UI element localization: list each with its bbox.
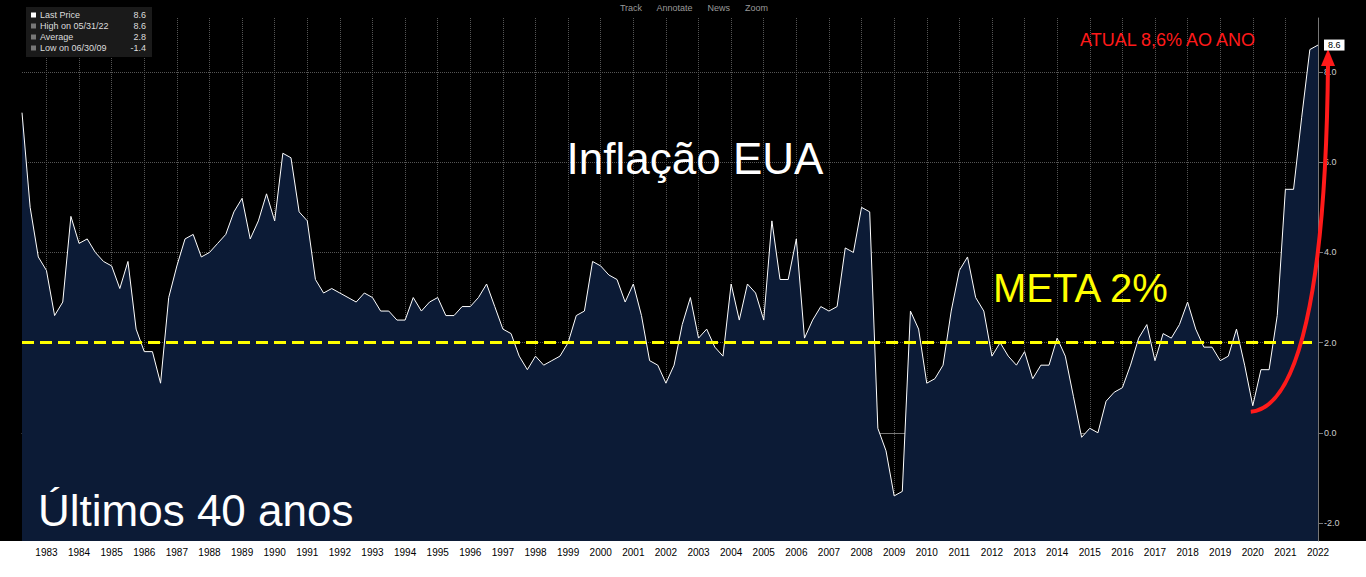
svg-text:2017: 2017 <box>1144 547 1167 558</box>
svg-text:2016: 2016 <box>1111 547 1134 558</box>
svg-text:Inflação EUA: Inflação EUA <box>567 134 824 183</box>
svg-text:2010: 2010 <box>916 547 939 558</box>
svg-text:Low on 06/30/09: Low on 06/30/09 <box>40 43 107 53</box>
svg-text:Average: Average <box>40 32 73 42</box>
svg-text:6.0: 6.0 <box>1324 157 1337 168</box>
svg-text:ATUAL 8,6% AO ANO: ATUAL 8,6% AO ANO <box>1080 30 1255 50</box>
svg-text:2007: 2007 <box>818 547 841 558</box>
svg-text:Últimos 40 anos: Últimos 40 anos <box>38 486 353 535</box>
svg-text:8.0: 8.0 <box>1324 67 1337 78</box>
svg-text:META 2%: META 2% <box>993 266 1168 310</box>
svg-text:2009: 2009 <box>883 547 906 558</box>
svg-text:8.6: 8.6 <box>1328 40 1341 50</box>
svg-text:2018: 2018 <box>1176 547 1199 558</box>
svg-text:2012: 2012 <box>981 547 1004 558</box>
svg-text:1995: 1995 <box>427 547 450 558</box>
svg-text:2001: 2001 <box>622 547 645 558</box>
svg-text:2021: 2021 <box>1274 547 1297 558</box>
svg-text:1984: 1984 <box>68 547 91 558</box>
svg-text:2015: 2015 <box>1079 547 1102 558</box>
svg-text:1998: 1998 <box>524 547 547 558</box>
svg-text:1989: 1989 <box>231 547 254 558</box>
svg-text:2004: 2004 <box>720 547 743 558</box>
svg-text:2019: 2019 <box>1209 547 1232 558</box>
svg-text:1993: 1993 <box>361 547 384 558</box>
svg-text:Track Annotate News: Track Annotate News Zoom <box>620 3 768 13</box>
svg-text:2002: 2002 <box>655 547 678 558</box>
svg-text:2008: 2008 <box>850 547 873 558</box>
svg-text:2006: 2006 <box>785 547 808 558</box>
svg-text:1988: 1988 <box>198 547 221 558</box>
svg-text:High on 05/31/22: High on 05/31/22 <box>40 21 109 31</box>
svg-text:Last Price: Last Price <box>40 10 80 20</box>
svg-text:1991: 1991 <box>296 547 319 558</box>
svg-text:2003: 2003 <box>687 547 710 558</box>
svg-text:2.8: 2.8 <box>133 32 146 42</box>
svg-text:2000: 2000 <box>590 547 613 558</box>
svg-text:2020: 2020 <box>1242 547 1265 558</box>
svg-text:2013: 2013 <box>1013 547 1036 558</box>
svg-text:1990: 1990 <box>264 547 287 558</box>
svg-text:2011: 2011 <box>949 547 971 558</box>
svg-text:1985: 1985 <box>101 547 124 558</box>
svg-text:4.0: 4.0 <box>1324 247 1337 257</box>
svg-text:1986: 1986 <box>133 547 156 558</box>
svg-text:1983: 1983 <box>35 547 58 558</box>
svg-text:2.0: 2.0 <box>1324 338 1337 348</box>
svg-text:-1.4: -1.4 <box>130 43 146 53</box>
svg-text:1997: 1997 <box>492 547 515 558</box>
svg-text:8.6: 8.6 <box>133 10 146 20</box>
svg-text:1999: 1999 <box>557 547 580 558</box>
svg-text:1996: 1996 <box>459 547 482 558</box>
svg-text:2014: 2014 <box>1046 547 1069 558</box>
svg-text:8.6: 8.6 <box>133 21 146 31</box>
svg-text:1992: 1992 <box>329 547 352 558</box>
svg-text:1987: 1987 <box>166 547 189 558</box>
svg-text:0.0: 0.0 <box>1324 428 1337 438</box>
svg-text:2005: 2005 <box>753 547 776 558</box>
svg-text:1994: 1994 <box>394 547 417 558</box>
svg-text:-2.0: -2.0 <box>1324 518 1340 528</box>
svg-text:2022: 2022 <box>1307 547 1330 558</box>
